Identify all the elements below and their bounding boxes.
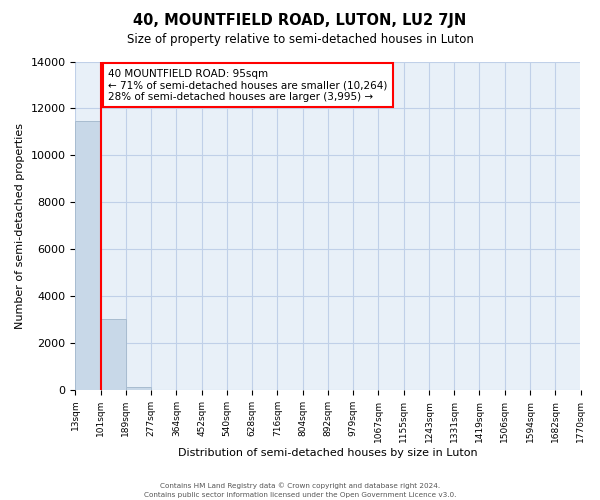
Bar (76, 122, 101, 390)
Text: 40 MOUNTFIELD ROAD: 95sqm
← 71% of semi-detached houses are smaller (10,264)
28%: 40 MOUNTFIELD ROAD: 95sqm ← 71% of semi-… (108, 68, 388, 102)
Y-axis label: Number of semi-detached properties: Number of semi-detached properties (15, 123, 25, 329)
Bar (126, 386, 151, 390)
Text: 40, MOUNTFIELD ROAD, LUTON, LU2 7JN: 40, MOUNTFIELD ROAD, LUTON, LU2 7JN (133, 12, 467, 28)
X-axis label: Distribution of semi-detached houses by size in Luton: Distribution of semi-detached houses by … (178, 448, 478, 458)
Text: Contains HM Land Registry data © Crown copyright and database right 2024.: Contains HM Land Registry data © Crown c… (160, 482, 440, 489)
Text: Contains public sector information licensed under the Open Government Licence v3: Contains public sector information licen… (144, 492, 456, 498)
Bar (101, 318, 126, 390)
Text: Size of property relative to semi-detached houses in Luton: Size of property relative to semi-detach… (127, 32, 473, 46)
